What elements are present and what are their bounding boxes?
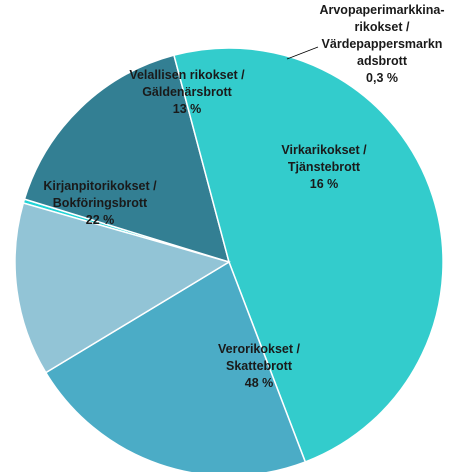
pie-slices: [14, 47, 444, 472]
slice-name-label: Velallisen rikokset /: [129, 68, 245, 82]
slice-name-label: adsbrott: [357, 54, 408, 68]
slice-name-label: Arvopaperimarkkina-: [319, 3, 444, 17]
pie-slice: [14, 202, 231, 374]
slice-name-label: Tjänstebrott: [288, 160, 361, 174]
slice-value-label: 48 %: [245, 376, 274, 390]
slice-name-label: Virkarikokset /: [281, 143, 367, 157]
slice-name-label: Verorikokset /: [218, 342, 301, 356]
slice-labels: Arvopaperimarkkina-rikokset / Värdepapper…: [43, 3, 444, 390]
pie-slice: [173, 47, 444, 463]
slice-value-label: 13 %: [173, 102, 202, 116]
slice-value-label: 16 %: [310, 177, 339, 191]
slice-name-label: rikokset /: [355, 20, 410, 34]
slice-value-label: 0,3 %: [366, 71, 398, 85]
slice-name-label: Värdepappersmarkn: [322, 37, 443, 51]
slice-name-label: Bokföringsbrott: [53, 196, 148, 210]
slice-name-label: Gäldenärsbrott: [142, 85, 232, 99]
pie-slice: [44, 260, 307, 472]
pie-slice: [23, 54, 231, 264]
slice-name-label: Kirjanpitorikokset /: [43, 179, 157, 193]
slice-value-label: 22 %: [86, 213, 115, 227]
slice-name-label: Skattebrott: [226, 359, 293, 373]
leader-line: [286, 46, 319, 60]
